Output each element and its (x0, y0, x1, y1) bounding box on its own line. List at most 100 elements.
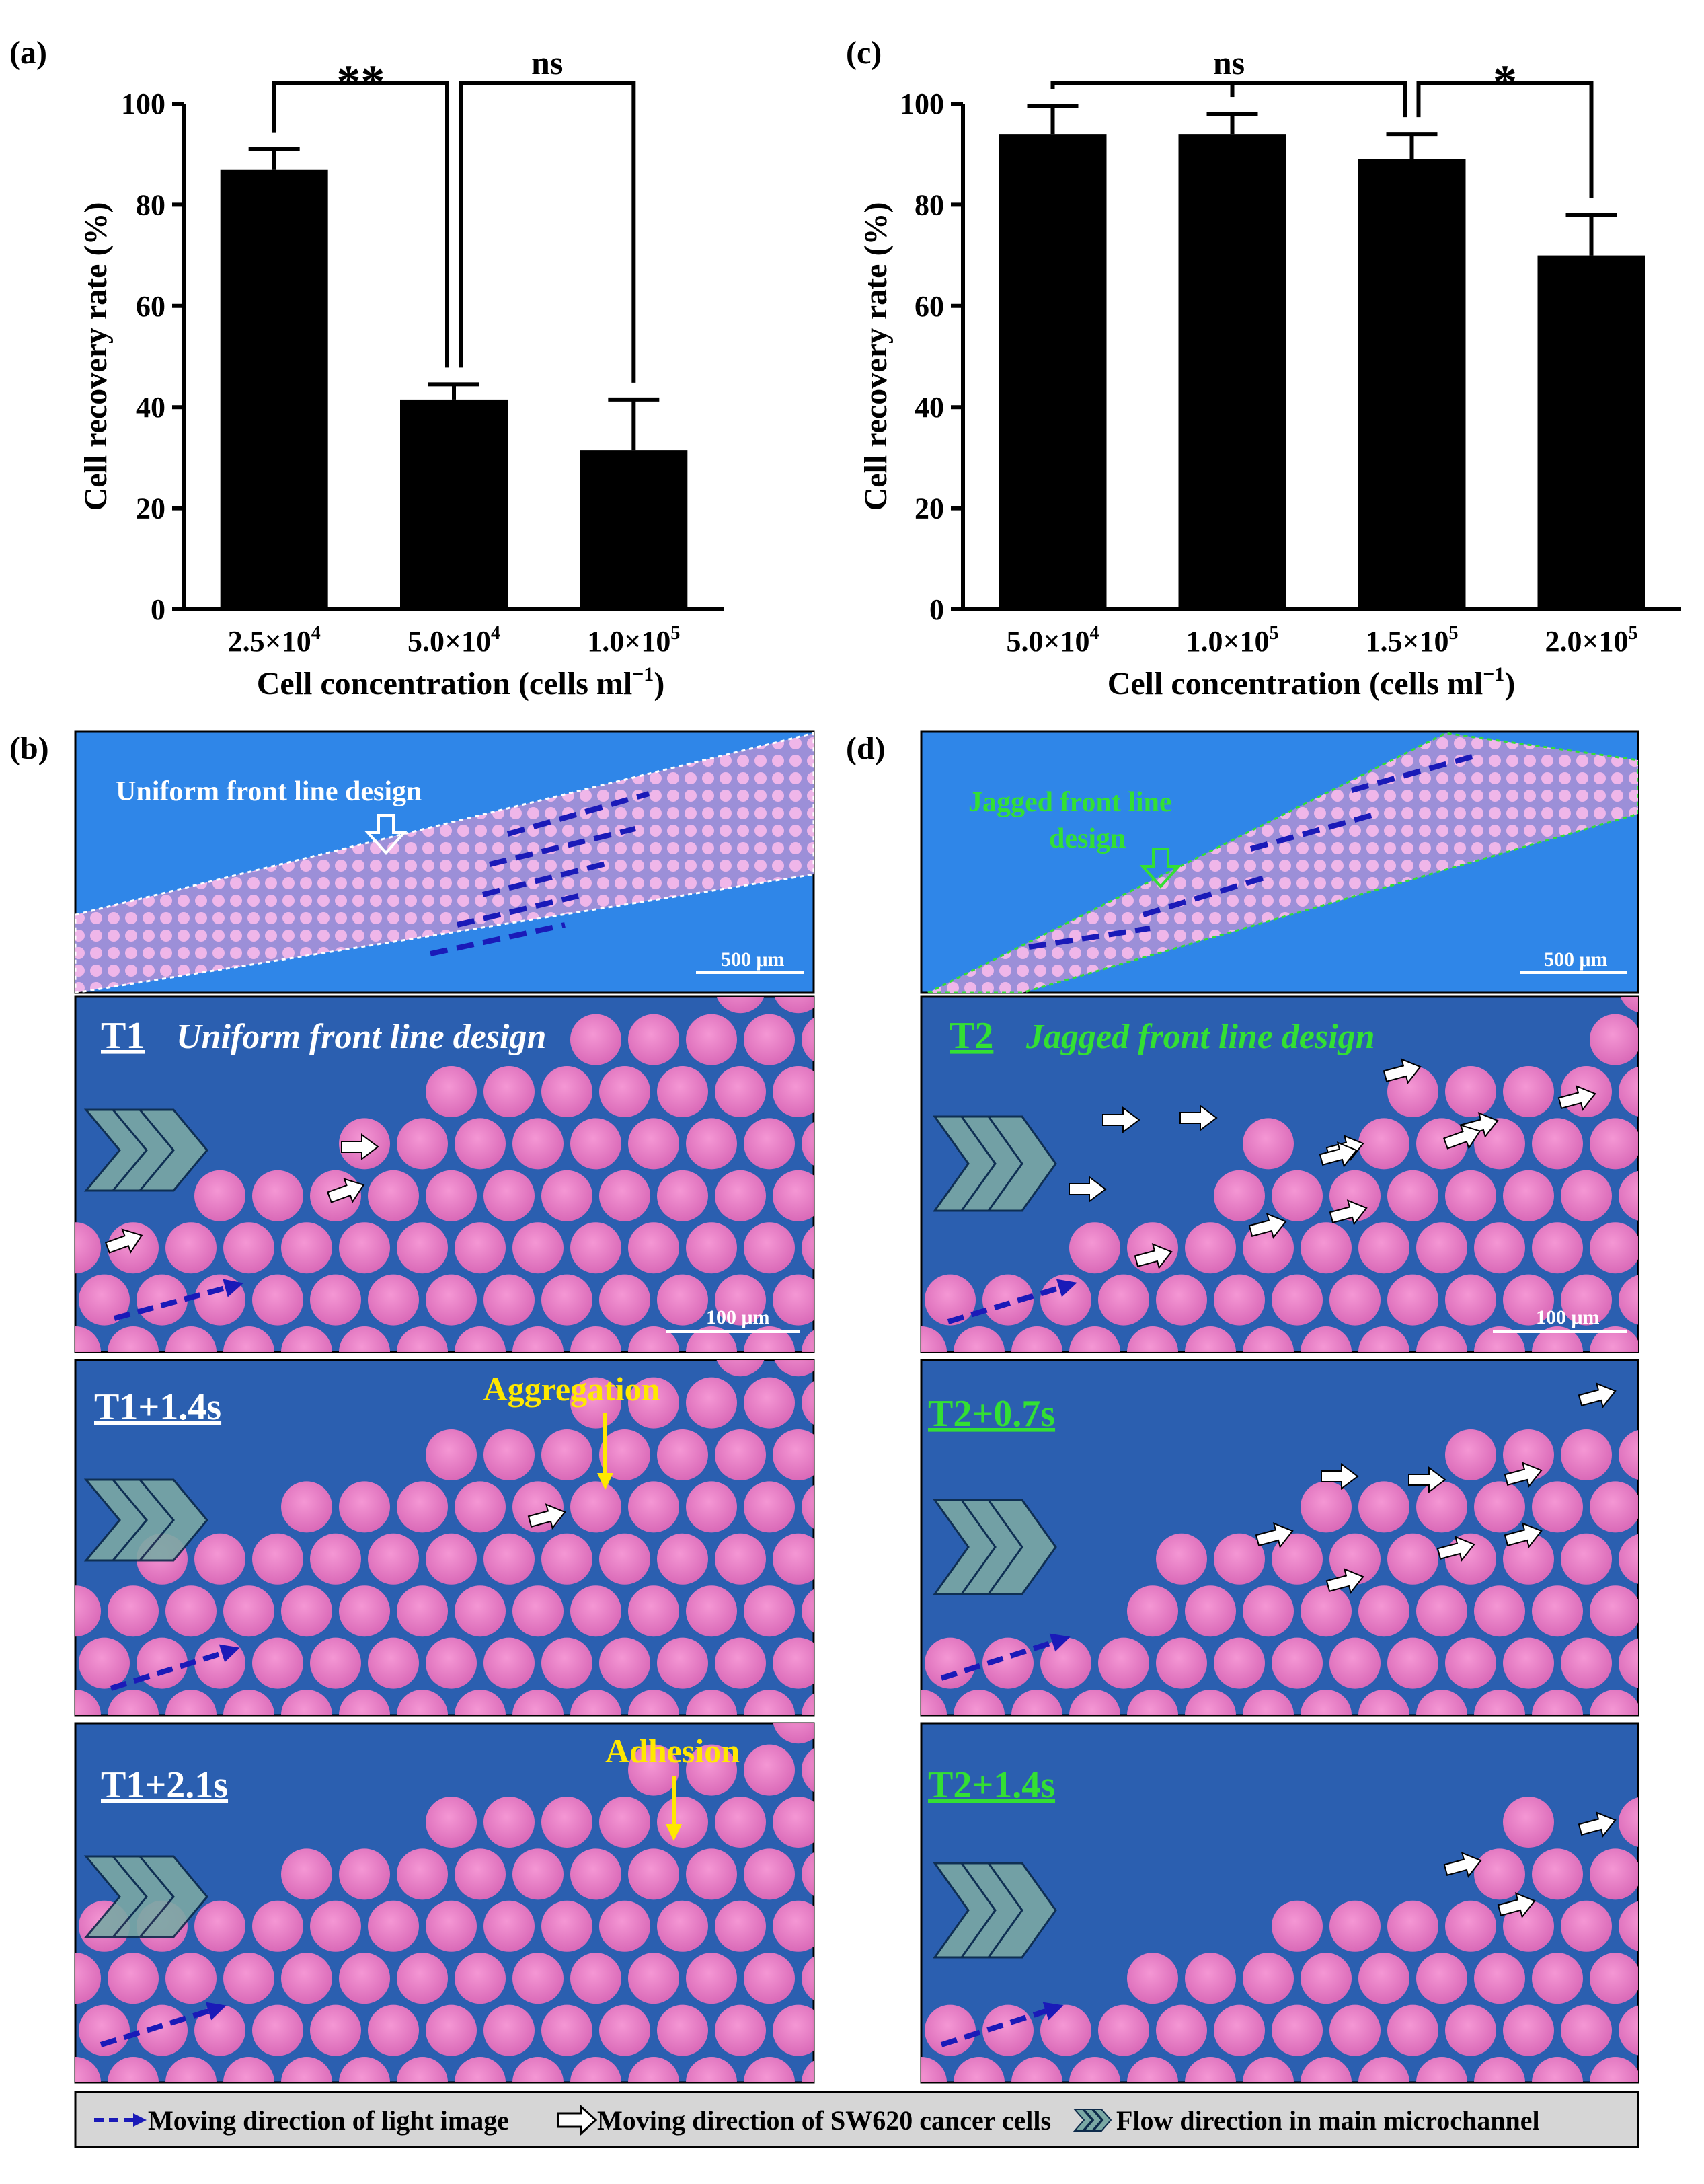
b-frame3-note: Adhesion (605, 1732, 740, 1770)
droplet (1069, 1690, 1120, 1715)
droplet (830, 1534, 882, 1585)
droplet (483, 1900, 535, 1952)
x-axis-label: Cell concentration (cells ml−1) (1108, 663, 1516, 702)
droplet (1445, 2004, 1496, 2056)
droplet (1243, 1585, 1294, 1637)
droplet (310, 2004, 361, 2056)
bar-0 (220, 169, 328, 609)
d-frame1-tag: T2 (950, 1015, 993, 1057)
droplet (1648, 1848, 1699, 1899)
droplet (397, 1326, 448, 1352)
b-frame3-tag: T1+2.1s (101, 1764, 228, 1806)
droplet (512, 1326, 564, 1352)
panel-label-b: (b) (9, 730, 49, 766)
y-ticks: 0 20 40 60 80 100 (121, 87, 184, 626)
bar-2 (1358, 159, 1466, 610)
b-frame-t1: T1 Uniform front line design 100 μm (74, 995, 882, 1353)
droplet (1069, 2057, 1120, 2082)
droplet (686, 1377, 737, 1429)
droplet (1358, 1481, 1409, 1533)
droplet (744, 1953, 795, 2004)
panel-label-d: (d) (846, 730, 886, 766)
droplet (686, 1690, 737, 1715)
droplet (1272, 2004, 1323, 2056)
x-tick-label: 2.5×104 (228, 623, 321, 658)
droplet (628, 1481, 679, 1533)
bar-1 (400, 399, 508, 609)
x-tick-label: 2.0×105 (1545, 623, 1637, 658)
droplet (137, 2004, 188, 2056)
significance-bracket (272, 81, 449, 368)
b-scale-overview: 500 μm (721, 948, 785, 971)
chevron-icon (1073, 2109, 1112, 2132)
droplet (1416, 1690, 1467, 1715)
droplet (194, 1533, 245, 1585)
droplet (1445, 1170, 1496, 1221)
droplet (716, 1360, 765, 1377)
droplet (165, 1222, 217, 1274)
y-tick-label: 0 (929, 593, 944, 626)
cell-direction-arrow-icon (1442, 1124, 1481, 1150)
droplet (541, 1274, 592, 1326)
legend-item-2: Moving direction of SW620 cancer cells (597, 2105, 1051, 2136)
droplet (1676, 1429, 1704, 1480)
droplet (1185, 1585, 1236, 1637)
droplet (628, 1222, 679, 1274)
droplet (1127, 1222, 1178, 1274)
droplet (1561, 1637, 1612, 1689)
droplet (483, 1797, 535, 1848)
d-scale-overview: 500 μm (1544, 948, 1608, 971)
d-frame-t2: T2 Jagged front line design 100 μm (920, 995, 1639, 1353)
droplet (368, 2004, 419, 2056)
droplet (1532, 1222, 1583, 1274)
d-frame2-tag: T2+0.7s (928, 1393, 1055, 1435)
droplet (1387, 1274, 1438, 1326)
droplet (339, 1222, 390, 1274)
droplet (1329, 1274, 1381, 1326)
droplet (75, 1690, 101, 1715)
bar-2 (580, 450, 688, 609)
cell-direction-arrow-icon (326, 1178, 365, 1203)
droplet (570, 1014, 621, 1065)
droplet (223, 1585, 274, 1637)
droplet (541, 1429, 592, 1480)
droplet (1301, 1481, 1352, 1533)
droplet (1503, 1797, 1554, 1848)
d-frame3-tag: T2+1.4s (928, 1764, 1055, 1806)
bar-1 (1178, 134, 1286, 609)
significance-label: ** (336, 55, 385, 109)
droplet (925, 2004, 976, 2056)
cell-direction-arrow-icon (1069, 1176, 1107, 1203)
droplet (599, 1797, 650, 1848)
droplet (397, 1118, 448, 1170)
droplet (397, 1690, 448, 1715)
droplet (830, 1275, 882, 1326)
droplet (281, 2057, 332, 2082)
droplet (21, 2005, 72, 2056)
droplet (1619, 1275, 1638, 1325)
droplet (686, 1744, 737, 1796)
droplet (773, 1170, 814, 1221)
droplet (686, 1481, 737, 1533)
droplet (0, 1585, 43, 1636)
droplet (1619, 1430, 1638, 1480)
droplet (541, 1533, 592, 1585)
droplet (802, 1589, 814, 1633)
cell-direction-arrow-icon (1578, 1811, 1617, 1838)
droplet (599, 2004, 650, 2056)
droplet (1011, 2057, 1062, 2082)
droplet (368, 1170, 419, 1221)
droplet (541, 1637, 592, 1689)
droplet (426, 1900, 477, 1952)
cell-direction-arrow-icon (1504, 1522, 1543, 1548)
droplet (1474, 1690, 1525, 1715)
droplet (1185, 2057, 1236, 2082)
droplet (628, 1014, 679, 1065)
droplet (599, 1533, 650, 1585)
droplet (1532, 2057, 1583, 2082)
droplet (368, 1637, 419, 1689)
droplet (657, 1637, 708, 1689)
droplet (744, 1585, 795, 1637)
droplet (802, 1748, 814, 1792)
droplet (512, 1585, 564, 1637)
